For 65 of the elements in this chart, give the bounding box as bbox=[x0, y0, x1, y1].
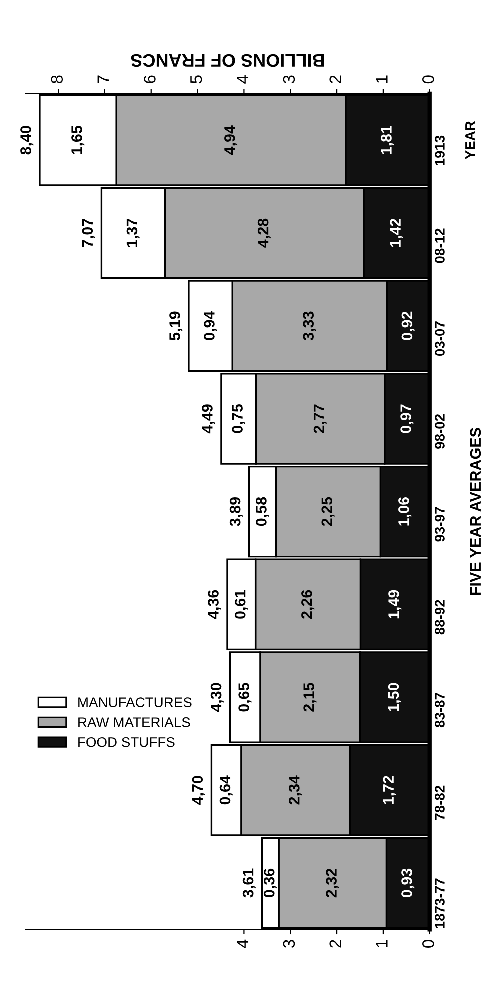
x2-tick-label: 2 bbox=[330, 76, 342, 84]
y-tick-label: 93-97 bbox=[435, 507, 445, 542]
data-label: 2,25 bbox=[322, 497, 335, 526]
y-tick-label: 98-02 bbox=[435, 414, 445, 449]
y-tick-label: 83-87 bbox=[435, 693, 445, 728]
y-tick-label: 1913 bbox=[435, 136, 445, 166]
data-label: 2,26 bbox=[302, 590, 315, 619]
data-label: 2,34 bbox=[289, 776, 302, 805]
total-label: 3,61 bbox=[242, 868, 256, 898]
data-label: 0,61 bbox=[234, 590, 248, 619]
y-tick-label: 1873-77 bbox=[435, 878, 445, 928]
legend-label: FOOD STUFFS bbox=[78, 737, 175, 748]
data-label: 1,42 bbox=[390, 218, 404, 248]
x-tick-label: 4 bbox=[237, 940, 249, 948]
legend-label: MANUFACTURES bbox=[78, 698, 192, 708]
total-label: 4,36 bbox=[208, 590, 222, 620]
data-label: 1,50 bbox=[388, 683, 402, 712]
data-label: 2,32 bbox=[326, 868, 340, 898]
y-tick-label: 88-92 bbox=[435, 600, 445, 635]
data-label: 1,81 bbox=[381, 126, 394, 154]
x-tick-label: 2 bbox=[330, 940, 342, 948]
y-axis-title: FIVE YEAR AVERAGES bbox=[470, 428, 482, 596]
total-label: 4,49 bbox=[202, 404, 216, 434]
data-label: 0,64 bbox=[220, 776, 233, 805]
data-label: 2,15 bbox=[304, 683, 317, 712]
data-label: 1,49 bbox=[388, 590, 402, 619]
data-label: 0,36 bbox=[264, 868, 277, 898]
data-label: 2,77 bbox=[314, 404, 327, 434]
y-tick-label: 78-82 bbox=[435, 786, 445, 820]
total-label: 7,07 bbox=[82, 219, 96, 248]
data-label: 0,93 bbox=[402, 868, 415, 898]
data-label: 4,94 bbox=[224, 126, 238, 156]
x2-tick-label: 3 bbox=[283, 76, 296, 84]
data-label: 0,58 bbox=[256, 497, 270, 526]
total-label: 3,89 bbox=[230, 498, 243, 526]
data-label: 0,94 bbox=[204, 311, 218, 340]
data-label: 1,65 bbox=[72, 126, 85, 154]
total-label: 5,19 bbox=[170, 312, 183, 340]
data-label: 1,72 bbox=[383, 776, 396, 804]
total-label: 4,30 bbox=[210, 683, 224, 712]
y-tick-label: 08-12 bbox=[435, 228, 445, 264]
data-label: 0,92 bbox=[402, 312, 415, 340]
x2-tick-label: 1 bbox=[376, 76, 388, 83]
y-tick-label: 03-07 bbox=[435, 322, 445, 356]
x2-tick-label: 7 bbox=[98, 76, 110, 84]
x2-tick-label: 6 bbox=[144, 76, 156, 84]
x-tick-label: 3 bbox=[283, 940, 296, 948]
x2-tick-label: 5 bbox=[190, 76, 202, 84]
x2-tick-label: 0 bbox=[422, 76, 434, 84]
x2-tick-label: 4 bbox=[237, 75, 249, 84]
total-label: 4,70 bbox=[192, 776, 206, 806]
text: YEAR bbox=[466, 121, 476, 160]
data-label: 0,75 bbox=[232, 404, 246, 434]
data-label: 3,33 bbox=[303, 312, 316, 341]
data-label: 0,65 bbox=[238, 683, 252, 712]
total-label: 8,40 bbox=[20, 126, 34, 155]
data-label: 4,28 bbox=[258, 218, 271, 248]
data-label: 0,97 bbox=[400, 404, 414, 434]
data-label: 1,06 bbox=[398, 497, 412, 526]
x-tick-label: 0 bbox=[422, 940, 434, 948]
legend-label: RAW MATERIALS bbox=[78, 718, 190, 728]
x-tick-label: 1 bbox=[376, 940, 388, 948]
x2-tick-label: 8 bbox=[51, 76, 64, 84]
data-label: 1,37 bbox=[126, 219, 140, 248]
x2-axis-title: BILLIONS OF FRANCS bbox=[131, 54, 324, 68]
